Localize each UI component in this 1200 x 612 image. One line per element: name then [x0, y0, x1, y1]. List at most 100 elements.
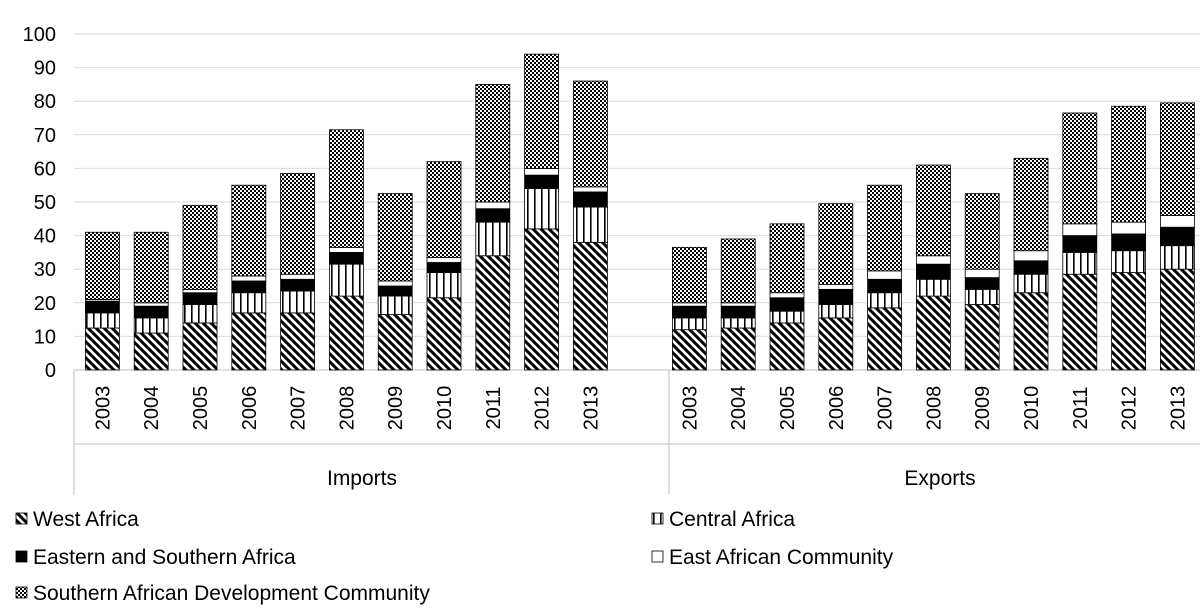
- bar-imports-2005-west-africa: [182, 322, 218, 371]
- bar-imports-2003-west-africa: [85, 327, 120, 371]
- x-tick-label: 2010: [1021, 386, 1043, 431]
- bar-exports-2009-southern-african-development-community: [964, 193, 1000, 270]
- bar-exports-2011-east-african-community: [1062, 223, 1098, 236]
- bar-imports-2006-eastern-and-southern-africa: [231, 280, 267, 294]
- bar-exports-2011-eastern-and-southern-africa: [1062, 235, 1098, 253]
- y-tick-label: 100: [23, 24, 56, 46]
- bar-imports-2006-west-africa: [231, 312, 267, 371]
- bar-exports-2007-central-africa: [867, 292, 902, 309]
- bar-exports-2006-southern-african-development-community: [818, 203, 854, 285]
- bar-exports-2010-east-african-community: [1013, 250, 1049, 262]
- y-tick-label: 50: [34, 192, 56, 214]
- bar-exports-2011-central-africa: [1062, 251, 1098, 275]
- bar-exports-2008-central-africa: [916, 278, 951, 297]
- x-tick-label: 2004: [728, 386, 750, 431]
- bar-exports-2010-eastern-and-southern-africa: [1013, 260, 1049, 275]
- bar-exports-2004-southern-african-development-community: [720, 238, 756, 304]
- x-tick-label: 2007: [288, 386, 310, 431]
- x-tick-label: 2006: [239, 386, 261, 431]
- bar-exports-2004-eastern-and-southern-africa: [720, 305, 756, 319]
- y-tick-label: 90: [34, 58, 56, 80]
- bar-imports-2003-central-africa: [85, 312, 120, 329]
- bar-imports-2011-southern-african-development-community: [475, 84, 511, 203]
- x-tick-label: 2006: [826, 386, 848, 431]
- bar-imports-2013-central-africa: [573, 206, 608, 243]
- bar-imports-2010-eastern-and-southern-africa: [426, 262, 462, 273]
- bar-imports-2009-eastern-and-southern-africa: [377, 285, 413, 297]
- bar-imports-2012-central-africa: [524, 188, 559, 230]
- bar-exports-2003-southern-african-development-community: [672, 246, 707, 304]
- bar-imports-2008-southern-african-development-community: [328, 129, 364, 248]
- axes: 0 10 20 30 40 50 60 70 80 90 100 2003 2004 2005 2006 20…: [23, 24, 1200, 495]
- bar-imports-2008-central-africa: [328, 263, 364, 297]
- x-tick-label: 2003: [679, 386, 701, 431]
- bar-exports-2010-central-africa: [1013, 273, 1049, 294]
- bar-imports-2004-eastern-and-southern-africa: [133, 305, 169, 319]
- x-tick-label: 2005: [190, 386, 212, 431]
- bar-exports-2008-west-africa: [916, 295, 951, 371]
- x-tick-label: 2010: [434, 386, 456, 431]
- bar-imports-2009-central-africa: [377, 295, 413, 315]
- x-tick-label: 2012: [532, 386, 554, 431]
- bar-exports-2004-central-africa: [720, 317, 756, 329]
- bar-imports-2005-southern-african-development-community: [182, 204, 218, 290]
- bar-exports-2013-east-african-community: [1160, 215, 1195, 228]
- legend-swatch-west-africa: [15, 512, 28, 525]
- legend-swatch-central-africa: [651, 512, 664, 525]
- bar-imports-2007-east-african-community: [280, 273, 316, 280]
- bar-imports-2004-west-africa: [133, 332, 169, 371]
- legend-swatch-eastern-and-southern-africa: [15, 550, 28, 563]
- bar-exports-2009-west-africa: [964, 304, 1000, 371]
- bar-imports-2009-west-africa: [377, 314, 413, 371]
- bar-imports-2006-central-africa: [231, 292, 267, 314]
- bar-exports-2005-east-african-community: [769, 292, 805, 299]
- bar-exports-2008-eastern-and-southern-africa: [916, 263, 951, 280]
- bar-imports-2011-central-africa: [475, 221, 511, 257]
- bar-imports-2005-east-african-community: [182, 288, 218, 294]
- bar-exports-2006-eastern-and-southern-africa: [818, 288, 854, 305]
- bar-imports-2009-east-african-community: [377, 280, 413, 287]
- x-tick-label: 2007: [875, 386, 897, 431]
- bar-imports-2008-east-african-community: [328, 246, 364, 253]
- bar-imports-2013-west-africa: [573, 241, 608, 371]
- x-tick-label: 2008: [336, 386, 358, 431]
- bar-exports-2007-eastern-and-southern-africa: [867, 278, 902, 294]
- bar-exports-2010-west-africa: [1013, 292, 1049, 371]
- bar-imports-2007-central-africa: [280, 290, 316, 314]
- x-tick-label: 2011: [1070, 386, 1092, 429]
- bar-imports-2007-west-africa: [280, 312, 316, 371]
- y-tick-label: 20: [34, 293, 56, 315]
- bar-exports-2013-west-africa: [1160, 268, 1195, 371]
- bar-imports-2012-southern-african-development-community: [524, 53, 559, 169]
- bar-exports-2012-west-africa: [1111, 272, 1146, 371]
- bar-exports-2009-central-africa: [964, 288, 1000, 305]
- y-tick-label: 40: [34, 226, 56, 248]
- legend-label-central-africa: Central Africa: [669, 508, 795, 531]
- bar-exports-2005-southern-african-development-community: [769, 223, 805, 294]
- bar-exports-2013-central-africa: [1160, 245, 1195, 270]
- bar-exports-2013-eastern-and-southern-africa: [1160, 226, 1195, 247]
- bar-imports-2012-eastern-and-southern-africa: [524, 174, 559, 189]
- bar-exports-2008-east-african-community: [916, 255, 951, 265]
- bar-exports-2003-east-african-community: [672, 302, 707, 307]
- legend-label-west-africa: West Africa: [33, 508, 139, 531]
- y-tick-label: 10: [34, 326, 56, 348]
- bars: [85, 53, 1195, 371]
- bar-exports-2012-central-africa: [1111, 250, 1146, 273]
- x-tick-label: 2005: [777, 386, 799, 431]
- x-tick-label: 2013: [1167, 386, 1189, 431]
- bar-imports-2012-east-african-community: [524, 167, 559, 176]
- legend-label-southern-african-development-community: Southern African Development Community: [33, 582, 430, 605]
- bar-imports-2004-southern-african-development-community: [133, 231, 169, 304]
- bar-exports-2009-east-african-community: [964, 268, 1000, 279]
- y-tick-label: 0: [45, 360, 56, 382]
- bar-imports-2005-eastern-and-southern-africa: [182, 292, 218, 305]
- x-tick-label: 2009: [385, 386, 407, 431]
- bar-imports-2009-southern-african-development-community: [377, 193, 413, 282]
- bar-exports-2007-southern-african-development-community: [867, 184, 902, 272]
- bar-exports-2007-east-african-community: [867, 270, 902, 280]
- bar-imports-2007-southern-african-development-community: [280, 173, 316, 275]
- bar-imports-2010-west-africa: [426, 297, 462, 371]
- bar-imports-2004-central-africa: [133, 317, 169, 334]
- legend-label-eastern-and-southern-africa: Eastern and Southern Africa: [33, 546, 296, 569]
